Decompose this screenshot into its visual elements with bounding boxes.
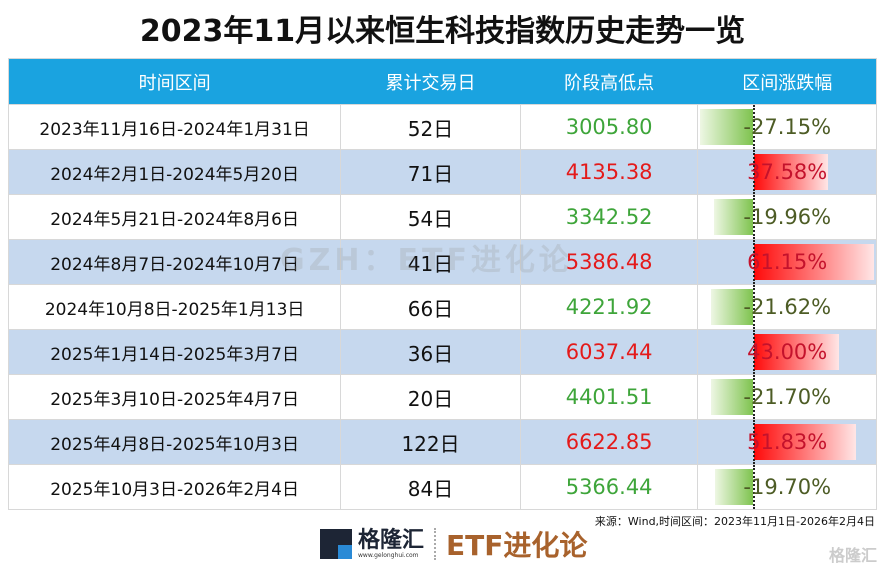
logo-url: www.gelonghui.com: [358, 551, 419, 559]
change-bar: [711, 289, 754, 325]
days-cell: 36日: [340, 330, 520, 374]
header-point: 阶段高低点: [564, 72, 655, 94]
change-bar: [754, 154, 829, 190]
gelonghui-logo-icon: [320, 529, 352, 559]
watermark: GZH：ETF进化论: [280, 243, 573, 278]
days-cell: 66日: [340, 285, 520, 329]
days-cell: 52日: [340, 105, 520, 149]
change-value: -21.70%: [743, 385, 832, 409]
change-cell: -27.15%: [697, 105, 876, 149]
change-bar: [710, 379, 754, 415]
change-value: -21.62%: [743, 295, 832, 319]
change-value: 37.58%: [747, 160, 828, 184]
zero-axis: [753, 420, 756, 464]
change-bar: [754, 424, 856, 460]
period-cell: 2023年11月16日-2024年1月31日: [39, 119, 310, 140]
period-cell: 2025年4月8日-2025年10月3日: [50, 434, 299, 455]
zero-axis: [753, 285, 756, 329]
change-value: 61.15%: [747, 250, 828, 274]
change-cell: 37.58%: [697, 150, 876, 194]
change-cell: -21.62%: [697, 285, 876, 329]
point-cell: 4221.92: [519, 285, 698, 329]
point-cell: 3005.80: [519, 105, 698, 149]
corner-watermark: 格隆汇: [828, 546, 877, 565]
zero-axis: [753, 105, 756, 149]
source-note: 来源：Wind,时间区间：2023年11月1日-2026年2月4日: [594, 515, 875, 528]
change-bar: [714, 199, 754, 235]
change-value: 51.83%: [747, 430, 828, 454]
logo-name: 格隆汇: [358, 527, 425, 553]
days-cell: 20日: [340, 375, 520, 419]
zero-axis: [753, 150, 756, 194]
header-days: 累计交易日: [385, 72, 476, 94]
table-header: 时间区间 累计交易日 阶段高低点 区间涨跌幅: [9, 59, 876, 104]
days-cell: 71日: [340, 150, 520, 194]
point-cell: 4401.51: [519, 375, 698, 419]
table-row: 2024年2月1日-2024年5月20日 71日 4135.38 37.58%: [9, 149, 876, 194]
period-cell: 2025年10月3日-2026年2月4日: [50, 479, 299, 500]
change-value: -27.15%: [743, 115, 832, 139]
point-cell: 6622.85: [519, 420, 698, 464]
change-value: -19.70%: [743, 475, 832, 499]
table-row: 2025年4月8日-2025年10月3日 122日 6622.85 51.83%: [9, 419, 876, 464]
period-cell: 2024年8月7日-2024年10月7日: [50, 254, 299, 275]
brand-name: ETF进化论: [446, 529, 588, 562]
point-cell: 5386.48: [519, 240, 698, 284]
period-cell: 2024年5月21日-2024年8月6日: [50, 209, 299, 230]
change-value: -19.96%: [743, 205, 832, 229]
table-row: 2024年10月8日-2025年1月13日 66日 4221.92 -21.62…: [9, 284, 876, 329]
table-row: 2024年5月21日-2024年8月6日 54日 3342.52 -19.96%: [9, 194, 876, 239]
index-history-table: 时间区间 累计交易日 阶段高低点 区间涨跌幅 2023年11月16日-2024年…: [8, 58, 877, 510]
period-cell: 2024年10月8日-2025年1月13日: [44, 299, 305, 320]
change-bar: [714, 469, 754, 505]
point-cell: 5366.44: [519, 465, 698, 509]
days-cell: 54日: [340, 195, 520, 239]
page-title: 2023年11月以来恒生科技指数历史走势一览: [139, 14, 746, 49]
change-bar: [700, 109, 754, 145]
change-bar: [754, 244, 875, 280]
change-cell: -19.96%: [697, 195, 876, 239]
header-period: 时间区间: [138, 72, 211, 94]
days-cell: 122日: [340, 420, 520, 464]
change-cell: -21.70%: [697, 375, 876, 419]
days-cell: 84日: [340, 465, 520, 509]
change-bar: [754, 334, 839, 370]
table-row: 2024年8月7日-2024年10月7日 41日 5386.48 61.15%: [9, 239, 876, 284]
zero-axis: [753, 375, 756, 419]
table-row: 2025年3月10日-2025年4月7日 20日 4401.51 -21.70%: [9, 374, 876, 419]
change-cell: 51.83%: [697, 420, 876, 464]
change-cell: -19.70%: [697, 465, 876, 509]
table-row: 2025年1月14日-2025年3月7日 36日 6037.44 43.00%: [9, 329, 876, 374]
header-change: 区间涨跌幅: [742, 72, 833, 94]
point-cell: 3342.52: [519, 195, 698, 239]
days-cell: 41日: [340, 240, 520, 284]
zero-axis: [753, 195, 756, 239]
change-cell: 43.00%: [697, 330, 876, 374]
zero-axis: [753, 465, 756, 509]
point-cell: 6037.44: [519, 330, 698, 374]
change-value: 43.00%: [747, 340, 828, 364]
table-row: 2025年10月3日-2026年2月4日 84日 5366.44 -19.70%: [9, 464, 876, 509]
footer-logo: 格隆汇 www.gelonghui.com ETF进化论: [320, 524, 587, 564]
point-cell: 4135.38: [519, 150, 698, 194]
change-cell: 61.15%: [697, 240, 876, 284]
zero-axis: [753, 330, 756, 374]
period-cell: 2025年3月10日-2025年4月7日: [50, 389, 299, 410]
logo-divider: [434, 528, 437, 560]
period-cell: 2025年1月14日-2025年3月7日: [50, 344, 299, 365]
table-row: 2023年11月16日-2024年1月31日 52日 3005.80 -27.1…: [9, 104, 876, 149]
zero-axis: [753, 240, 756, 284]
period-cell: 2024年2月1日-2024年5月20日: [50, 164, 299, 185]
